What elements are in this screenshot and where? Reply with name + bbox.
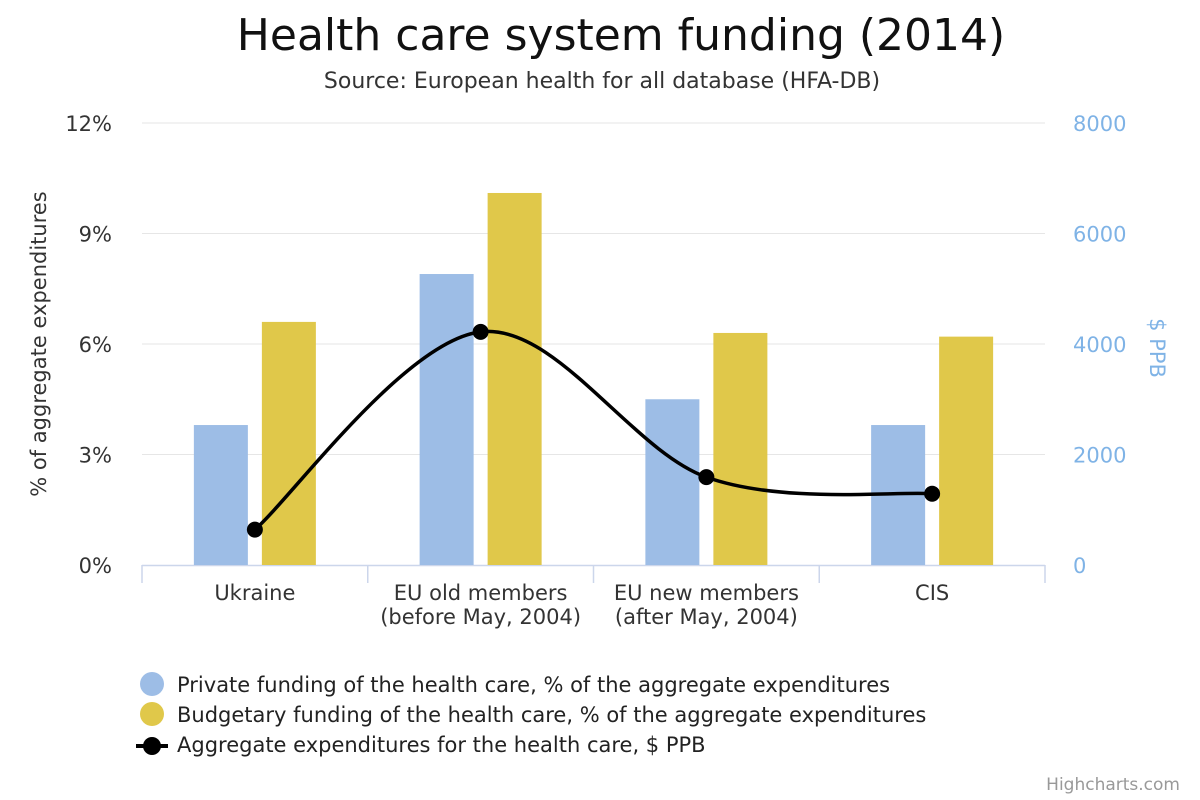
- point-aggregate-expenditures[interactable]: [246, 521, 263, 538]
- x-category-label: EU new members: [614, 581, 799, 605]
- legend-label: Budgetary funding of the health care, % …: [177, 703, 926, 727]
- credits-link[interactable]: Highcharts.com: [1046, 775, 1180, 795]
- x-category-label: (before May, 2004): [380, 605, 581, 629]
- point-aggregate-expenditures[interactable]: [924, 485, 941, 502]
- bar-budgetary-funding[interactable]: [487, 192, 542, 565]
- x-category-label: Ukraine: [214, 581, 295, 605]
- y-right-tick-label: 6000: [1073, 223, 1126, 247]
- legend-symbol-marker: [143, 737, 161, 755]
- chart-title: Health care system funding (2014): [237, 10, 1005, 61]
- legend-item[interactable]: Budgetary funding of the health care, % …: [140, 702, 926, 727]
- legend-label: Aggregate expenditures for the health ca…: [177, 733, 706, 757]
- bar-private-funding[interactable]: [645, 399, 700, 565]
- bar-private-funding[interactable]: [193, 425, 248, 565]
- x-category-label: EU old members: [394, 581, 568, 605]
- y-right-tick-label: 0: [1073, 554, 1086, 578]
- y-right-tick-label: 8000: [1073, 112, 1126, 136]
- y-right-tick-label: 2000: [1073, 444, 1126, 468]
- y-right-tick-label: 4000: [1073, 333, 1126, 357]
- point-aggregate-expenditures[interactable]: [472, 323, 489, 340]
- bar-budgetary-funding[interactable]: [713, 332, 768, 565]
- legend[interactable]: Private funding of the health care, % of…: [136, 672, 926, 757]
- legend-symbol-circle: [140, 702, 164, 726]
- legend-symbol-circle: [140, 672, 164, 696]
- legend-item[interactable]: Private funding of the health care, % of…: [140, 672, 890, 697]
- bar-private-funding[interactable]: [419, 274, 474, 565]
- spline-series[interactable]: [246, 323, 941, 538]
- x-category-label: (after May, 2004): [615, 605, 798, 629]
- x-category-label: CIS: [915, 581, 949, 605]
- y-left-tick-label: 0%: [79, 554, 112, 578]
- chart-subtitle: Source: European health for all database…: [324, 69, 880, 94]
- bar-budgetary-funding[interactable]: [261, 321, 316, 565]
- legend-item[interactable]: Aggregate expenditures for the health ca…: [136, 733, 706, 757]
- spline-aggregate-expenditures[interactable]: [253, 329, 933, 531]
- y-left-tick-label: 6%: [79, 333, 112, 357]
- bar-budgetary-funding[interactable]: [939, 336, 994, 565]
- legend-label: Private funding of the health care, % of…: [177, 673, 890, 697]
- y-left-tick-label: 9%: [79, 223, 112, 247]
- axes: 0% 3% 6% 9% 12% 0 2000 4000 6000 8000 % of aggrega…: [27, 112, 1169, 629]
- y-left-tick-label: 3%: [79, 444, 112, 468]
- y-left-axis-title: % of aggregate expenditures: [27, 191, 51, 496]
- bars[interactable]: [193, 192, 994, 565]
- y-right-axis-title: $ PPB: [1145, 318, 1169, 378]
- y-left-tick-label: 12%: [65, 112, 112, 136]
- point-aggregate-expenditures[interactable]: [698, 469, 715, 486]
